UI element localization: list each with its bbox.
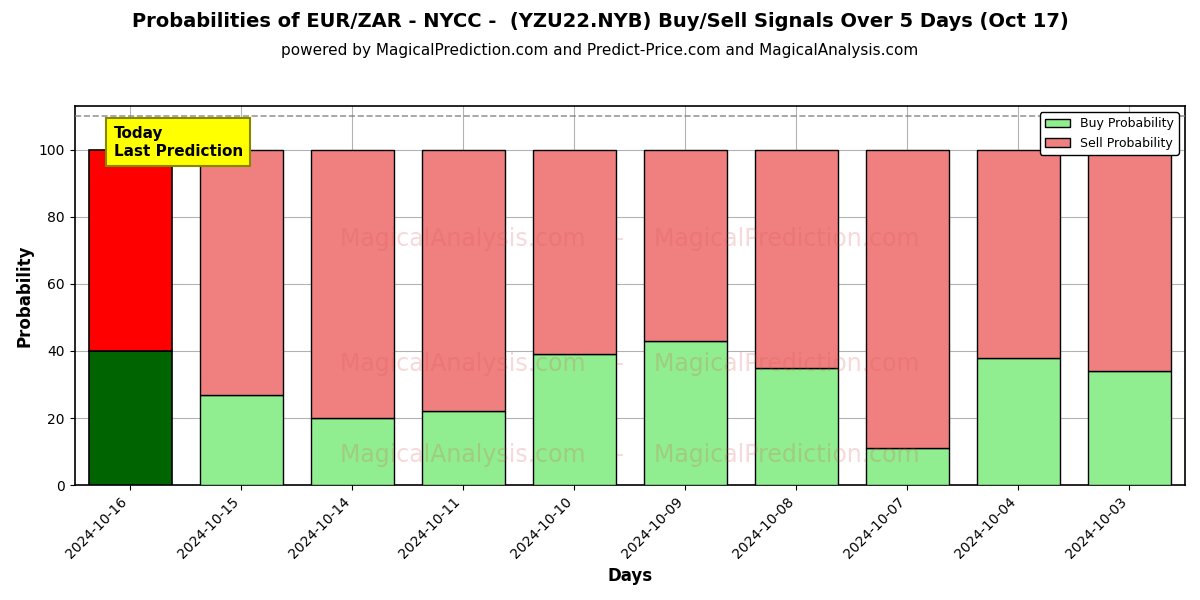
Bar: [865, 448, 949, 485]
Bar: [533, 149, 616, 355]
Bar: [643, 341, 727, 485]
Text: powered by MagicalPrediction.com and Predict-Price.com and MagicalAnalysis.com: powered by MagicalPrediction.com and Pre…: [281, 43, 919, 58]
Bar: [311, 149, 394, 418]
Bar: [1088, 149, 1171, 371]
Y-axis label: Probability: Probability: [16, 244, 34, 347]
Bar: [199, 149, 283, 395]
Text: MagicalAnalysis.com    -    MagicalPrediction.com: MagicalAnalysis.com - MagicalPrediction.…: [340, 443, 919, 467]
Bar: [533, 355, 616, 485]
Bar: [89, 351, 172, 485]
Text: Probabilities of EUR/ZAR - NYCC -  (YZU22.NYB) Buy/Sell Signals Over 5 Days (Oct: Probabilities of EUR/ZAR - NYCC - (YZU22…: [132, 12, 1068, 31]
Bar: [1088, 371, 1171, 485]
Text: Today
Last Prediction: Today Last Prediction: [114, 126, 242, 158]
Bar: [199, 395, 283, 485]
Bar: [421, 149, 505, 412]
Bar: [643, 149, 727, 341]
Bar: [977, 358, 1060, 485]
Bar: [421, 412, 505, 485]
Text: MagicalAnalysis.com    -    MagicalPrediction.com: MagicalAnalysis.com - MagicalPrediction.…: [340, 227, 919, 251]
Bar: [755, 368, 838, 485]
Bar: [755, 149, 838, 368]
Bar: [311, 418, 394, 485]
X-axis label: Days: Days: [607, 567, 653, 585]
Bar: [977, 149, 1060, 358]
Legend: Buy Probability, Sell Probability: Buy Probability, Sell Probability: [1040, 112, 1178, 155]
Bar: [89, 149, 172, 351]
Text: MagicalAnalysis.com    -    MagicalPrediction.com: MagicalAnalysis.com - MagicalPrediction.…: [340, 352, 919, 376]
Bar: [865, 149, 949, 448]
